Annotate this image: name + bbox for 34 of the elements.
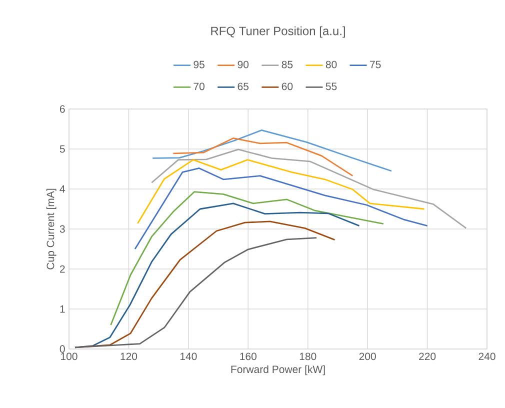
line-series	[172, 138, 354, 176]
y-tick-label: 2	[60, 265, 65, 273]
x-axis-title: Forward Power [kW]	[231, 365, 325, 376]
x-tick-label: 120	[120, 352, 138, 360]
legend-label: 90	[238, 60, 249, 68]
y-tick-label: 4	[60, 185, 65, 193]
legend-label: 80	[326, 60, 337, 68]
y-tick-label: 3	[60, 225, 65, 233]
x-tick-label: 220	[419, 352, 436, 360]
x-tick-label: 140	[180, 352, 197, 360]
legend-label: 55	[326, 82, 337, 90]
x-tick-label: 240	[478, 352, 496, 360]
y-tick-label: 1	[60, 305, 65, 313]
line-series	[152, 130, 392, 172]
legend-label: 75	[370, 60, 381, 68]
y-tick-label: 6	[60, 105, 65, 113]
y-axis-title: Cup Current [mA]	[46, 188, 56, 270]
legend-label: 70	[194, 82, 204, 90]
line-series	[136, 159, 426, 224]
legend-label: 85	[282, 60, 293, 68]
x-tick-label: 180	[300, 352, 316, 360]
x-tick-label: 160	[240, 352, 256, 360]
line-series	[151, 148, 467, 229]
legend-label: 65	[238, 82, 249, 90]
x-tick-label: 100	[61, 352, 78, 360]
legend-title: RFQ Tuner Position [a.u.]	[211, 26, 345, 38]
line-series	[74, 237, 318, 348]
x-tick-label: 200	[359, 352, 376, 360]
y-tick-label: 0	[60, 345, 65, 353]
y-tick-label: 5	[60, 145, 65, 153]
line-series	[134, 168, 428, 250]
line-series	[110, 191, 384, 326]
legend-label: 95	[194, 60, 204, 68]
legend-label: 60	[282, 82, 293, 90]
